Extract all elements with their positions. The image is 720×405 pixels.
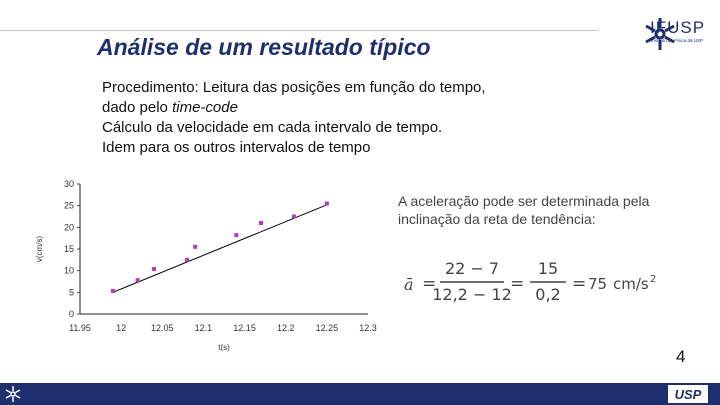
velocity-time-chart: 0 5 10 15 20 25 30 11.95 12 12.05 12.1 12.15 12.2 12.… — [35, 179, 377, 352]
y-axis-label: v(cm/s) — [35, 236, 44, 263]
y-tick-label-4: 20 — [64, 222, 74, 232]
ifusp-logo-subtitle: Instituto de Física da USP — [651, 38, 704, 43]
data-point-0 — [110, 289, 115, 294]
formula-den-1: 12,2 − 12 — [432, 285, 512, 304]
formula-eq-3: = — [572, 274, 586, 294]
trend-line — [112, 204, 328, 293]
formula-lhs: ā — [404, 275, 414, 294]
y-tick-label-1: 5 — [69, 287, 74, 297]
acceleration-note: A aceleração pode ser determinada pela i… — [398, 193, 650, 227]
data-point-6 — [259, 221, 264, 225]
ifusp-logo-icon — [645, 18, 675, 50]
data-point-2 — [152, 266, 157, 271]
acceleration-formula: ā = 22 − 7 12,2 − 12 = 15 0,2 = 75 cm/s … — [404, 259, 656, 304]
x-tick-label-7: 12.3 — [359, 323, 377, 333]
page-number: 4 — [676, 347, 686, 366]
formula-unit-exp: 2 — [650, 274, 656, 285]
x-tick-label-3: 12.1 — [195, 323, 213, 333]
ifusp-logo-text: IFUSP — [650, 18, 706, 37]
procedure-line-3: Cálculo da velocidade em cada intervalo … — [102, 119, 443, 136]
x-tick-label-0: 11.95 — [69, 323, 91, 333]
procedure-text: Procedimento: Leitura das posições em fu… — [102, 78, 486, 158]
data-point-8 — [324, 201, 329, 206]
data-point-4 — [193, 244, 198, 249]
formula-eq-2: = — [510, 274, 524, 294]
y-tick-label-6: 30 — [64, 179, 74, 189]
procedure-line-4: Idem para os outros intervalos de tempo — [102, 139, 371, 156]
formula-result: 75 — [588, 275, 607, 293]
x-tick-label-6: 12.25 — [316, 323, 339, 333]
x-tick-label-2: 12.05 — [151, 323, 174, 333]
ifusp-small-icon — [5, 386, 21, 402]
procedure-line-2: dado pelo time-code — [102, 99, 238, 116]
y-tick-label-2: 10 — [64, 266, 74, 276]
data-point-3 — [184, 257, 189, 262]
data-point-5 — [234, 233, 239, 238]
y-tick-label-3: 15 — [64, 244, 74, 254]
x-axis-label: t(s) — [218, 343, 230, 352]
formula-num-1: 22 − 7 — [445, 259, 499, 278]
formula-eq-1: = — [422, 274, 436, 294]
y-tick-label-5: 25 — [64, 201, 74, 211]
formula-num-2: 15 — [538, 259, 558, 278]
data-point-1 — [135, 278, 140, 283]
usp-logo-text: USP — [675, 387, 702, 402]
formula-den-2: 0,2 — [535, 285, 560, 304]
procedure-line-1: Procedimento: Leitura das posições em fu… — [102, 79, 486, 96]
x-tick-label-4: 12.15 — [233, 323, 256, 333]
slide-title: Análise de um resultado típico — [97, 34, 431, 60]
y-tick-label-0: 0 — [69, 309, 74, 319]
formula-unit: cm/s — [613, 275, 649, 293]
footer-bar — [0, 383, 720, 405]
x-tick-label-5: 12.2 — [277, 323, 295, 333]
title-divider — [0, 30, 598, 31]
x-tick-label-1: 12 — [116, 323, 126, 333]
usp-logo: USP — [668, 385, 708, 403]
data-point-7 — [291, 214, 296, 219]
